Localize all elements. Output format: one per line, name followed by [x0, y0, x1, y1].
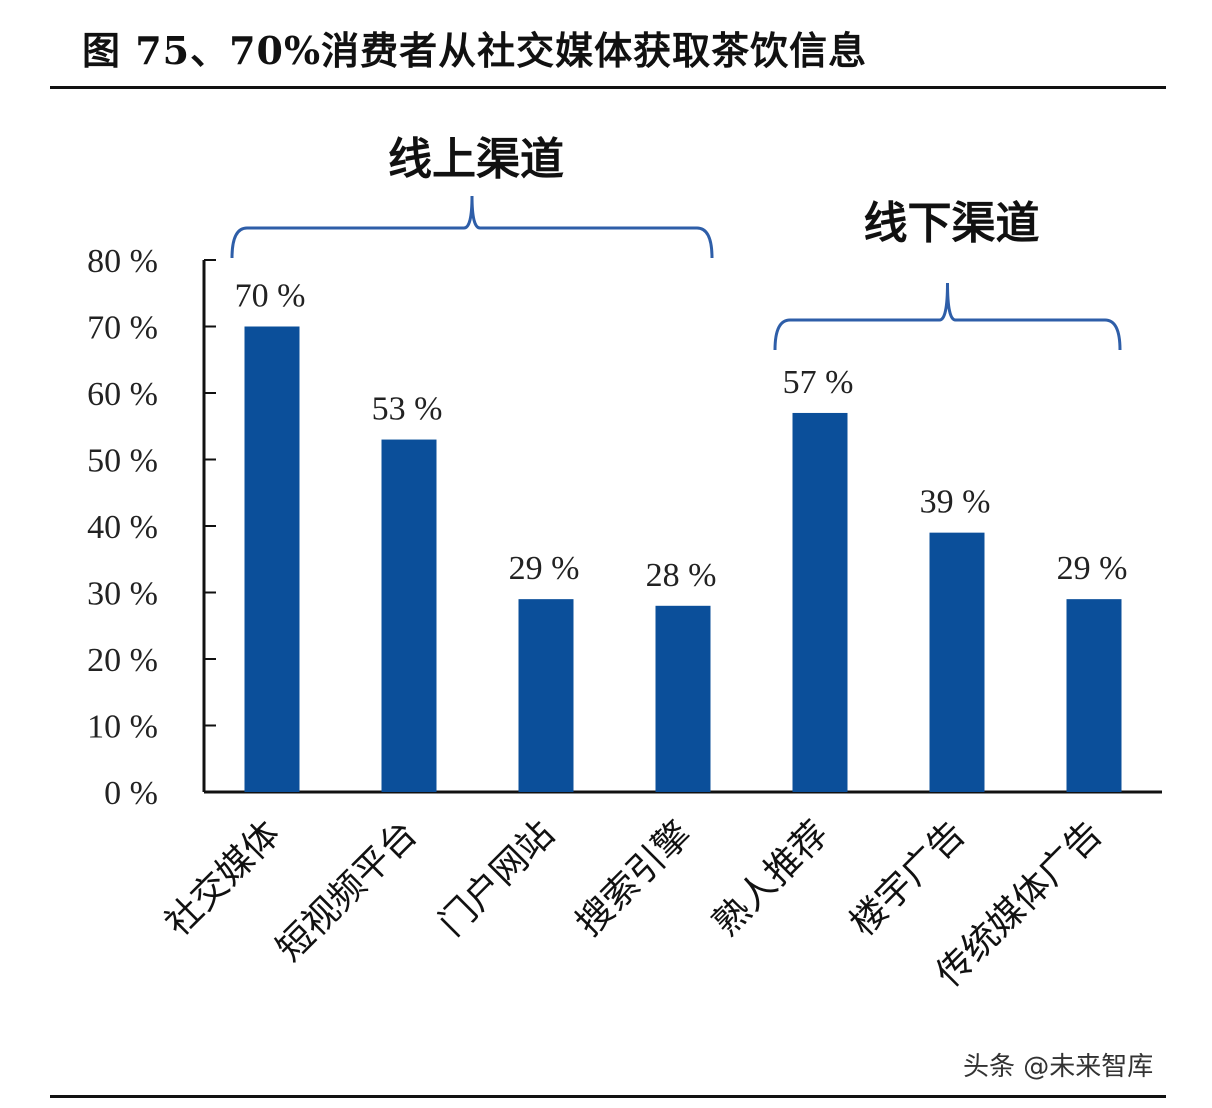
data-label: 57 % — [783, 364, 854, 401]
data-label: 53 % — [372, 391, 443, 428]
x-category-label: 熟人推荐 — [706, 813, 837, 944]
bottom-rule — [50, 1095, 1166, 1098]
bar — [1066, 599, 1122, 792]
x-category-label: 搜索引擎 — [569, 813, 700, 944]
group-label: 线上渠道 — [388, 134, 564, 185]
data-label: 39 % — [920, 484, 991, 521]
top-rule — [50, 86, 1166, 89]
y-tick-label: 80 % — [87, 243, 158, 280]
x-category-label: 楼宇广告 — [843, 813, 974, 944]
bar — [929, 532, 985, 792]
bar — [655, 605, 711, 792]
y-tick-label: 40 % — [87, 509, 158, 546]
x-category-label: 短视频平台 — [269, 813, 425, 969]
group-label: 线下渠道 — [864, 198, 1040, 249]
y-tick-label: 30 % — [87, 576, 158, 613]
y-tick-label: 0 % — [104, 775, 158, 812]
x-category-label: 门户网站 — [432, 813, 563, 944]
y-tick-label: 20 % — [87, 642, 158, 679]
chart-title: 图 75、70%消费者从社交媒体获取茶饮信息 — [82, 28, 868, 73]
y-tick-label: 60 % — [87, 376, 158, 413]
bar — [792, 412, 848, 792]
group-bracket — [773, 282, 1122, 351]
data-label: 29 % — [1057, 550, 1128, 587]
data-label: 28 % — [646, 557, 717, 594]
x-category-label: 社交媒体 — [158, 813, 289, 944]
y-tick-label: 70 % — [87, 310, 158, 347]
data-label: 29 % — [509, 550, 580, 587]
data-label: 70 % — [235, 278, 306, 315]
bar — [381, 439, 437, 792]
watermark: 头条 @未来智库 — [963, 1052, 1154, 1082]
bar — [244, 326, 300, 792]
group-bracket — [230, 195, 714, 259]
y-tick-label: 50 % — [87, 443, 158, 480]
y-tick-label: 10 % — [87, 709, 158, 746]
bar — [518, 599, 574, 792]
